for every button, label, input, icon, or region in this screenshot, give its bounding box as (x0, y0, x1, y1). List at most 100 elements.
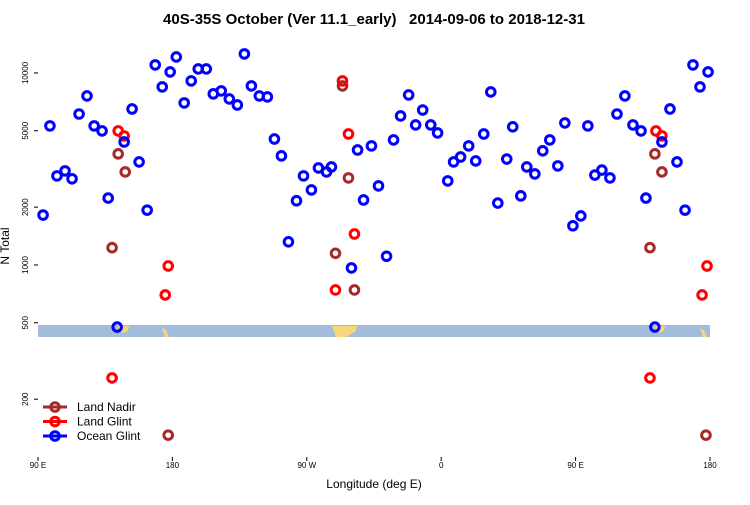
data-point (372, 180, 385, 192)
data-point (133, 156, 145, 168)
data-point (126, 103, 138, 115)
data-point (59, 165, 71, 177)
data-point (431, 127, 444, 139)
data-point (506, 121, 519, 133)
y-tick-label: 200 (21, 392, 30, 406)
data-point (656, 130, 668, 142)
y-tick-label: 5000 (21, 121, 30, 139)
x-tick-label: 90 W (297, 461, 316, 470)
data-point (469, 155, 482, 167)
data-point (325, 161, 338, 173)
data-point (215, 85, 228, 97)
data-point (702, 66, 714, 78)
data-point (357, 194, 370, 206)
data-point (664, 103, 676, 115)
legend-label: Land Glint (77, 415, 132, 429)
data-point (305, 184, 318, 196)
x-tick-label: 180 (166, 461, 180, 470)
data-point (178, 97, 190, 109)
x-tick-label: 90 E (567, 461, 583, 470)
x-tick-label: 0 (439, 461, 444, 470)
map-strip (38, 325, 710, 337)
data-point (290, 194, 303, 207)
data-point (582, 120, 594, 132)
y-axis-label: N Total (0, 227, 12, 264)
data-point (575, 210, 587, 222)
data-point (185, 75, 198, 87)
data-point (223, 93, 236, 105)
data-point (500, 153, 513, 165)
data-point (416, 104, 429, 116)
data-point (520, 161, 533, 173)
data-point (170, 51, 183, 63)
y-tick-label: 1000 (21, 256, 30, 274)
data-point (141, 204, 153, 216)
data-point (282, 236, 295, 248)
legend-label: Land Nadir (77, 400, 136, 414)
data-point (484, 86, 497, 98)
chart-title: 40S-35S October (Ver 11.1_early) 2014-09… (163, 11, 585, 28)
data-point (649, 321, 661, 333)
data-point (424, 119, 437, 131)
legend-marker (49, 415, 61, 428)
data-point (106, 372, 118, 384)
data-point (102, 192, 114, 204)
data-point (149, 59, 162, 71)
data-point (118, 130, 130, 142)
data-point (245, 80, 258, 92)
data-point (640, 192, 652, 204)
data-point (679, 204, 691, 216)
data-point (238, 48, 251, 60)
data-point (441, 175, 454, 187)
data-point (200, 63, 213, 75)
data-point (619, 90, 631, 102)
data-point (348, 284, 361, 296)
data-point (336, 75, 349, 87)
x-tick-label: 180 (703, 461, 717, 470)
data-point (596, 164, 608, 176)
data-point (106, 241, 118, 254)
data-point (604, 172, 616, 184)
legend-marker (49, 430, 61, 442)
data-point (671, 156, 683, 168)
x-axis-label: Longitude (deg E) (326, 477, 421, 491)
data-point (275, 150, 288, 162)
data-point (297, 170, 310, 182)
data-point (96, 125, 108, 137)
data-point (348, 228, 361, 240)
data-point (491, 197, 504, 209)
data-point (477, 128, 490, 140)
data-point (627, 119, 639, 131)
data-point (261, 91, 274, 103)
data-point (342, 128, 355, 140)
data-point (329, 284, 342, 296)
data-point (112, 148, 124, 160)
data-point (644, 241, 656, 254)
data-point (164, 66, 176, 78)
y-tick-label: 2000 (21, 198, 30, 216)
data-point (559, 117, 571, 129)
data-point (687, 59, 699, 71)
data-point (118, 136, 130, 148)
data-point (81, 90, 93, 102)
data-point (529, 168, 541, 180)
data-point (635, 125, 647, 137)
data-point (231, 99, 244, 111)
data-point (156, 81, 169, 93)
data-point (700, 429, 712, 441)
x-tick-label: 90 E (30, 461, 46, 470)
data-point (365, 140, 378, 152)
legend-label: Ocean Glint (77, 429, 141, 443)
data-point (611, 108, 623, 120)
data-point (268, 133, 281, 145)
data-point (409, 119, 422, 131)
data-point (329, 247, 342, 260)
data-point (111, 321, 123, 333)
data-point (162, 260, 175, 272)
y-tick-label: 10000 (21, 61, 30, 84)
data-point (552, 160, 564, 172)
data-point (394, 110, 407, 122)
data-point (119, 166, 132, 178)
data-point (696, 289, 708, 301)
